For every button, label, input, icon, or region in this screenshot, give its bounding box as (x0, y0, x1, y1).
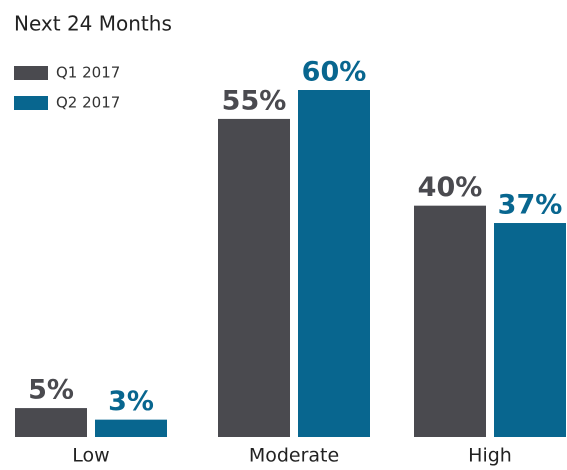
x-tick-label: High (468, 445, 512, 467)
bar (15, 408, 87, 437)
bar (95, 419, 167, 437)
legend-swatch (14, 66, 48, 80)
x-tick-label: Moderate (249, 445, 339, 467)
bar (414, 205, 486, 437)
legend-swatch (14, 96, 48, 110)
legend-label: Q2 2017 (56, 94, 120, 112)
value-label: 5% (28, 375, 74, 406)
bar (218, 118, 290, 438)
bar (494, 223, 566, 437)
value-label: 3% (108, 386, 154, 417)
value-label: 60% (302, 57, 367, 88)
legend-label: Q1 2017 (56, 64, 120, 82)
value-label: 55% (222, 85, 287, 116)
value-label: 40% (418, 172, 483, 203)
value-label: 37% (498, 190, 563, 221)
x-tick-label: Low (72, 445, 109, 467)
bar (298, 90, 370, 437)
chart-title: Next 24 Months (14, 12, 172, 36)
